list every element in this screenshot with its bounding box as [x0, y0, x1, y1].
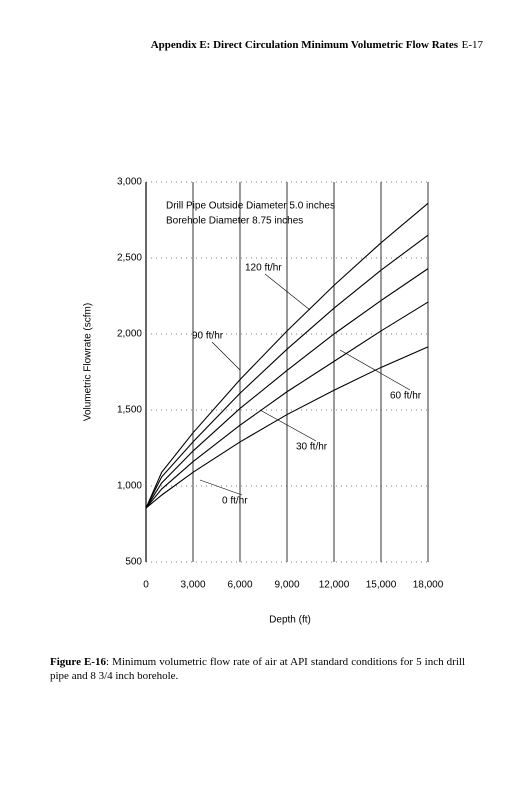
x-tick-label: 18,000	[413, 580, 444, 591]
leader-line	[259, 409, 317, 442]
x-tick-label: 12,000	[319, 580, 350, 591]
annotation: Drill Pipe Outside Diameter 5.0 inches	[166, 201, 335, 212]
caption-label: Figure E-16	[50, 656, 107, 668]
series-line	[145, 268, 429, 509]
series-label: 0 ft/hr	[222, 496, 248, 507]
x-tick-label: 15,000	[366, 580, 397, 591]
series-label: 90 ft/hr	[192, 331, 224, 342]
series-line	[145, 234, 429, 509]
series-label: 60 ft/hr	[390, 391, 422, 402]
y-tick-label: 2,000	[117, 329, 142, 340]
series-line	[145, 301, 429, 509]
y-tick-label: 3,000	[117, 177, 142, 188]
series-line	[145, 202, 429, 509]
leader-line	[264, 273, 311, 311]
annotation: Borehole Diameter 8.75 inches	[166, 216, 303, 227]
y-axis-label: Volumetric Flowrate (scfm)	[83, 303, 94, 421]
x-tick-label: 6,000	[227, 580, 252, 591]
x-tick-label: 3,000	[180, 580, 205, 591]
caption: Figure E-16: Minimum volumetric flow rat…	[50, 655, 465, 683]
y-tick-label: 1,500	[117, 405, 142, 416]
x-tick-label: 0	[143, 580, 149, 591]
x-tick-label: 9,000	[274, 580, 299, 591]
leader-line	[199, 479, 243, 496]
x-axis-label: Depth (ft)	[269, 615, 311, 626]
y-tick-label: 2,500	[117, 253, 142, 264]
page-number: E-17	[462, 39, 484, 51]
y-tick-label: 500	[125, 557, 142, 568]
caption-text: : Minimum volumetric flow rate of air at…	[50, 656, 466, 682]
leader-line	[211, 341, 241, 371]
series-label: 120 ft/hr	[245, 263, 282, 274]
series-label: 30 ft/hr	[296, 442, 328, 453]
header-title: Appendix E: Direct Circulation Minimum V…	[151, 39, 459, 51]
series-line	[145, 346, 429, 509]
y-tick-label: 1,000	[117, 481, 142, 492]
